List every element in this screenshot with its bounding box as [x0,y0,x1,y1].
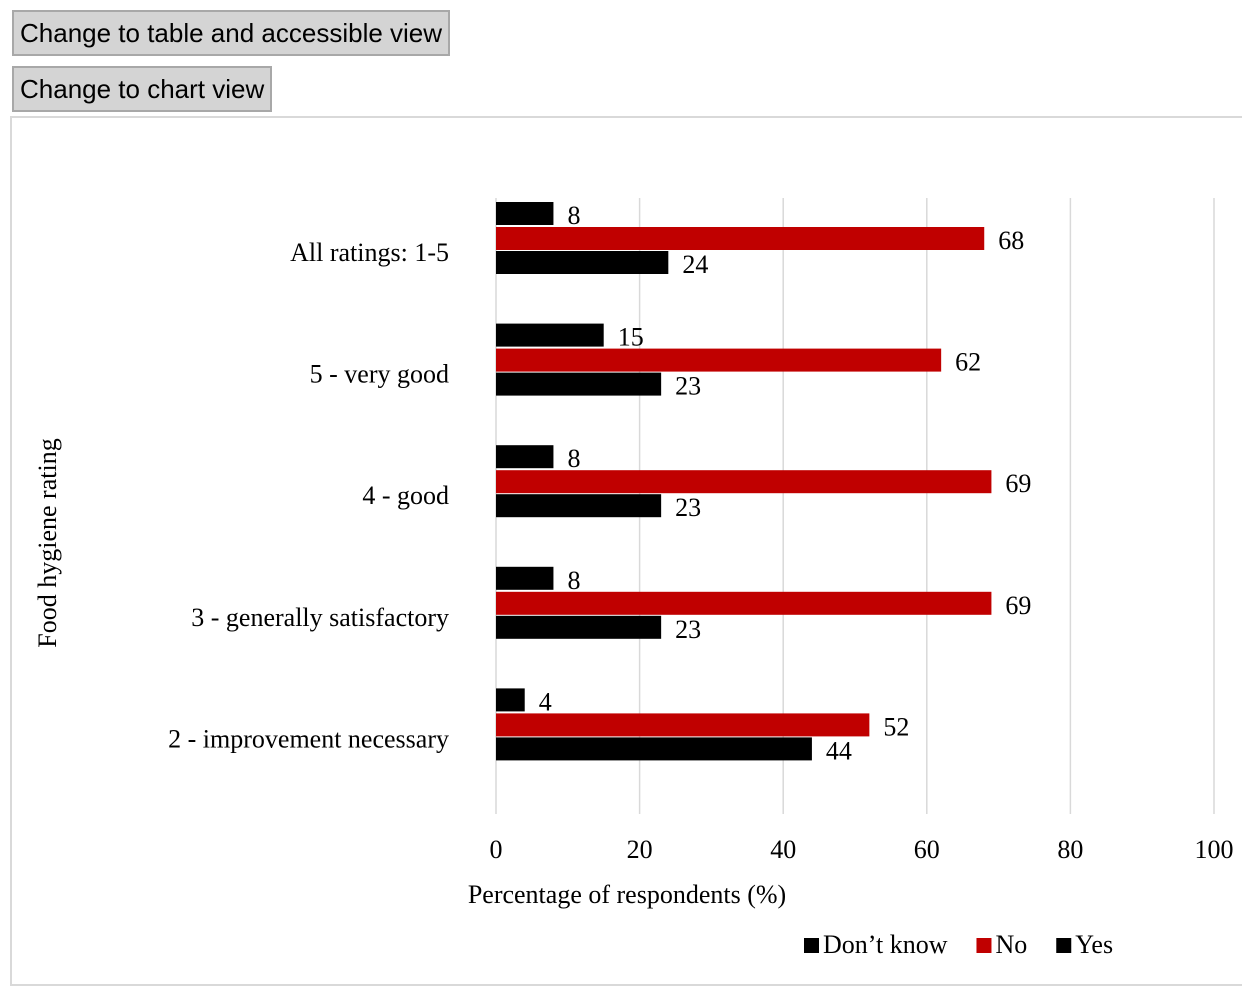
data-label: 24 [682,250,708,279]
legend-swatch [804,938,819,953]
legend-swatch [976,938,992,953]
data-label: 8 [567,444,580,473]
category-label: 3 - generally satisfactory [191,603,449,632]
x-tick-labels: 0 20 40 60 80 100 [490,835,1234,864]
bar-yes [496,494,662,518]
data-label: 8 [567,201,580,230]
category-label: All ratings: 1-5 [290,238,449,267]
bar-dont-know [496,445,554,469]
x-axis-title: Percentage of respondents (%) [468,880,786,909]
chart-view-button[interactable]: Change to chart view [12,66,273,112]
data-label: 15 [618,323,644,352]
data-label: 68 [998,226,1024,255]
category-label: 2 - improvement necessary [168,724,449,753]
bar-no [496,470,992,494]
legend-label: No [995,930,1027,959]
legend-label: Yes [1075,930,1113,959]
bar-dont-know [496,688,525,712]
legend: Don’t know No Yes [804,930,1113,959]
bar-dont-know [496,323,604,347]
category-label: 4 - good [362,481,449,510]
x-tick-label: 40 [770,835,796,864]
bar-no [496,713,870,737]
x-tick-label: 20 [627,835,653,864]
data-label: 23 [675,372,701,401]
legend-swatch [1056,938,1072,953]
x-tick-label: 60 [914,835,940,864]
data-label: 23 [675,615,701,644]
x-tick-label: 0 [490,835,503,864]
bar-dont-know [496,202,554,225]
table-view-button[interactable]: Change to table and accessible view [12,10,451,56]
bars [496,202,992,761]
data-label: 8 [567,566,580,595]
x-tick-label: 80 [1057,835,1083,864]
data-label: 69 [1005,469,1031,498]
x-tick-label: 100 [1195,835,1234,864]
bar-yes [496,737,812,761]
legend-label: Don’t know [823,930,948,959]
category-labels: All ratings: 1-5 5 - very good 4 - good 3 -… [168,238,449,753]
data-label: 62 [955,348,981,377]
bar-yes [496,372,662,396]
category-label: 5 - very good [310,360,449,389]
data-label: 23 [675,493,701,522]
data-label: 44 [826,736,852,765]
data-label: 69 [1005,591,1031,620]
bar-dont-know [496,566,554,590]
bar-no [496,227,985,250]
data-label: 52 [883,712,909,741]
bar-chart: 8 68 24 15 62 23 8 69 23 8 69 23 4 52 44 All ratings: … [33,198,1234,959]
bar-no [496,591,992,615]
bar-yes [496,251,669,274]
chart-container: 8 68 24 15 62 23 8 69 23 8 69 23 4 52 44 All ratings: … [10,116,1242,986]
data-labels: 8 68 24 15 62 23 8 69 23 8 69 23 4 52 44 [539,201,1032,765]
y-axis-title: Food hygiene rating [33,438,62,647]
bar-no [496,348,942,372]
bar-yes [496,615,662,639]
data-label: 4 [539,687,552,716]
